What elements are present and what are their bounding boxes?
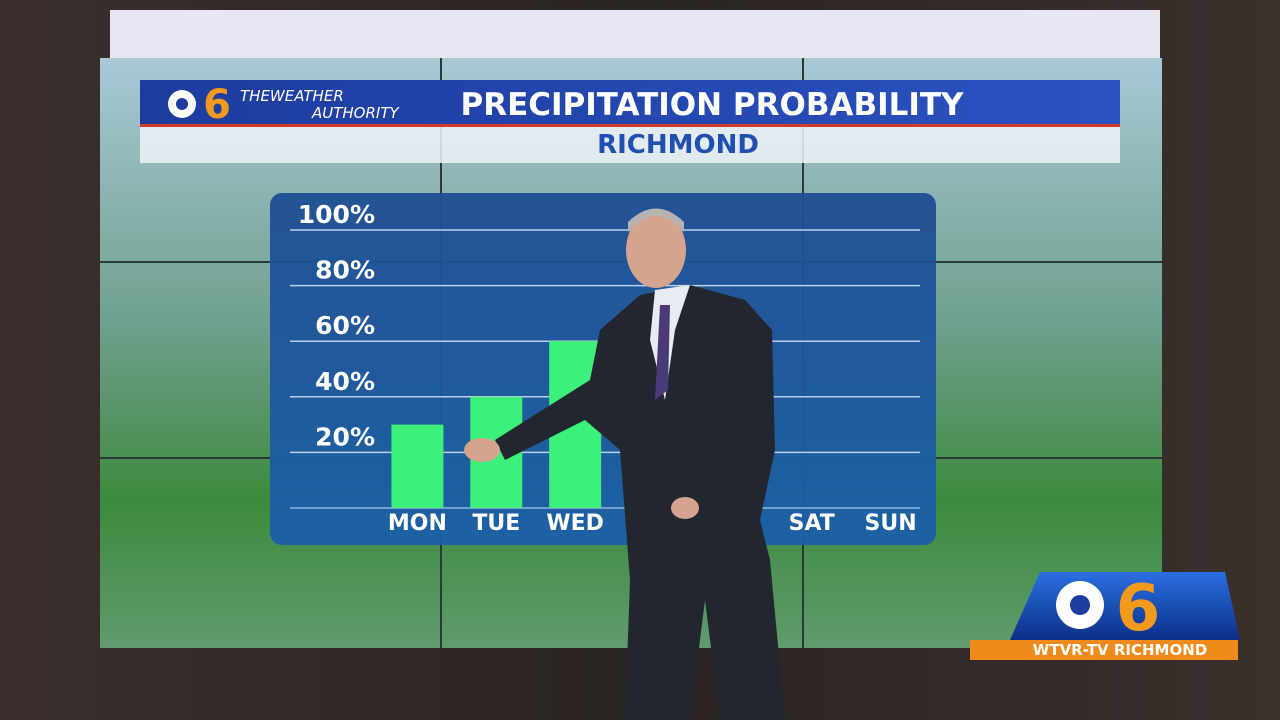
chart-title: PRECIPITATION PROBABILITY — [460, 87, 964, 123]
cbs-pupil — [1070, 595, 1090, 615]
station-bar — [970, 640, 1238, 660]
subtitle-band — [140, 127, 1120, 163]
x-tick-label: WED — [546, 511, 604, 536]
y-tick-label: 100% — [298, 200, 375, 229]
y-tick-label: 80% — [315, 256, 375, 285]
x-tick-label: MON — [388, 511, 447, 536]
hair — [628, 208, 684, 232]
chart-subtitle: RICHMOND — [597, 130, 759, 160]
header-logo: 6 — [203, 82, 231, 128]
head — [626, 212, 686, 288]
hand — [671, 497, 699, 519]
station-logo: 6 — [1116, 572, 1161, 646]
bar — [391, 424, 444, 508]
header-tagline: AUTHORITY — [311, 104, 400, 122]
y-tick-label: 40% — [315, 367, 375, 396]
hand — [464, 438, 500, 462]
header-tagline: THEWEATHER — [240, 87, 344, 105]
x-tick-label: SUN — [865, 511, 917, 536]
y-tick-label: 20% — [315, 422, 375, 451]
plot: 20% 40% 60% 80% 100% MON TUE WED SAT SUN — [290, 200, 920, 536]
header-rule — [140, 124, 1120, 127]
y-tick-label: 60% — [315, 311, 375, 340]
tie — [655, 305, 670, 400]
station-name: WTVR-TV RICHMOND — [1033, 641, 1207, 659]
presenter — [464, 208, 785, 720]
station-badge: 6 WTVR-TV RICHMOND — [970, 572, 1240, 660]
header-bar — [140, 80, 1120, 126]
cbs-pupil — [176, 98, 188, 110]
x-tick-label: SAT — [789, 511, 835, 536]
suit — [495, 285, 785, 720]
x-tick-label: TUE — [472, 511, 520, 536]
top-light — [110, 10, 1160, 65]
